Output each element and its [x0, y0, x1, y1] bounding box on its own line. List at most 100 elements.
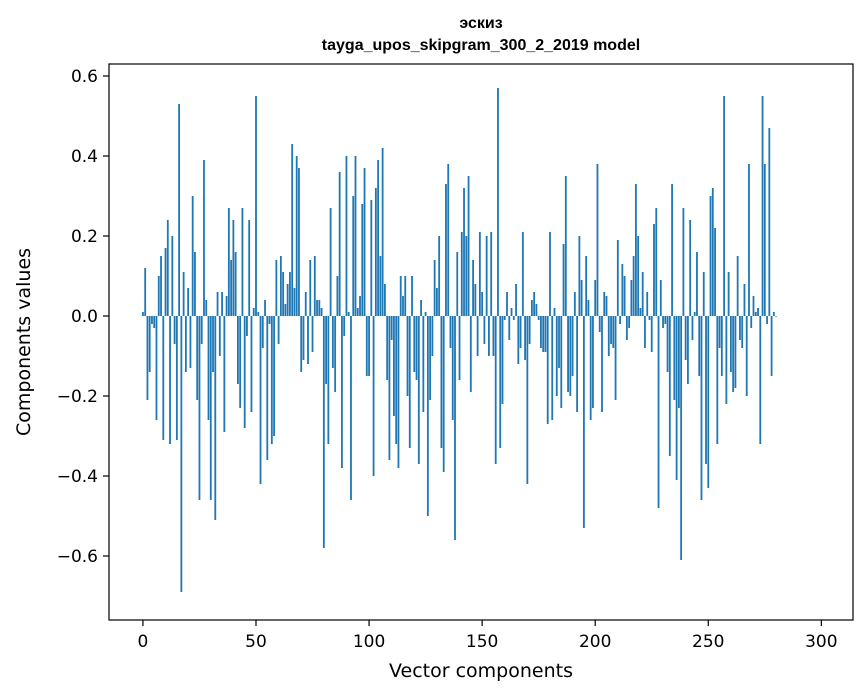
bar-104 [377, 160, 380, 316]
bar-86 [336, 276, 339, 316]
y-axis-label: Components values [13, 248, 35, 436]
bar-134 [445, 184, 447, 316]
bar-63 [284, 304, 287, 316]
chart-title-line-2: tayga_upos_skipgram_300_2_2019 model [322, 37, 640, 54]
bar-95 [356, 308, 359, 316]
bar-277 [768, 128, 771, 316]
bar-117 [406, 316, 409, 396]
bar-253 [714, 228, 716, 316]
bar-28 [205, 300, 208, 316]
bar-236 [675, 316, 678, 480]
bar-72 [304, 292, 307, 316]
bar-2 [146, 316, 149, 400]
bar-91 [347, 312, 350, 316]
bar-68 [295, 156, 298, 316]
bar-43 [239, 316, 242, 408]
bar-217 [632, 256, 635, 316]
bar-109 [388, 316, 391, 460]
bar-100 [368, 316, 370, 376]
bar-45 [243, 316, 246, 428]
bar-247 [700, 316, 703, 500]
bar-252 [711, 188, 714, 316]
bar-139 [456, 252, 459, 316]
bar-274 [761, 96, 764, 316]
bar-29 [207, 316, 210, 420]
bar-194 [580, 280, 583, 316]
y-tick-label: 0.2 [71, 227, 98, 247]
bar-267 [745, 316, 748, 396]
bar-112 [395, 316, 398, 444]
bar-135 [447, 164, 450, 316]
bar-14 [173, 316, 176, 344]
bar-256 [720, 316, 723, 376]
bar-106 [381, 148, 384, 316]
bar-152 [485, 236, 488, 316]
bar-94 [354, 156, 357, 316]
bar-6 [155, 316, 158, 420]
bar-201 [596, 164, 599, 316]
bar-57 [270, 316, 273, 444]
bar-35 [221, 292, 223, 316]
bar-148 [476, 316, 479, 356]
bar-262 [734, 316, 737, 388]
bar-7 [157, 276, 160, 316]
bar-87 [338, 172, 341, 316]
bar-185 [560, 316, 563, 408]
bar-102 [372, 316, 375, 476]
bar-56 [268, 316, 271, 324]
bar-80 [322, 316, 325, 548]
bar-197 [587, 300, 590, 316]
bar-242 [689, 220, 692, 316]
bar-119 [411, 276, 413, 316]
bar-90 [345, 156, 348, 316]
bar-128 [431, 316, 434, 356]
bar-53 [261, 316, 264, 348]
bar-49 [252, 308, 255, 316]
bar-55 [266, 316, 269, 460]
bar-15 [175, 316, 178, 440]
bar-83 [329, 208, 332, 316]
bar-75 [311, 316, 314, 352]
bar-198 [589, 316, 592, 420]
bar-125 [424, 312, 427, 316]
bar-255 [718, 316, 721, 348]
bar-172 [530, 300, 533, 316]
bar-266 [743, 284, 746, 316]
bar-121 [415, 316, 418, 380]
bar-174 [535, 304, 538, 316]
bar-92 [350, 316, 352, 500]
bar-259 [727, 272, 730, 316]
bar-99 [365, 316, 368, 376]
bar-241 [687, 316, 689, 384]
bar-210 [616, 240, 619, 316]
bar-191 [573, 292, 576, 316]
x-axis-ticks: 0 50 100 150 200 250 300 [138, 620, 838, 652]
bar-81 [325, 316, 327, 384]
bar-110 [390, 316, 393, 340]
bar-195 [582, 316, 585, 528]
bar-77 [316, 300, 318, 316]
bar-73 [307, 316, 309, 364]
bar-136 [449, 316, 452, 348]
bar-1 [144, 268, 147, 316]
bar-36 [223, 316, 226, 432]
bar-275 [763, 164, 766, 316]
y-tick-label: −0.4 [57, 467, 98, 487]
bar-26 [200, 316, 203, 344]
bar-151 [483, 316, 486, 344]
bar-18 [182, 272, 185, 316]
bar-8 [160, 256, 162, 316]
bar-23 [194, 252, 196, 316]
bar-108 [386, 316, 389, 380]
bar-111 [393, 316, 395, 416]
bar-245 [696, 252, 698, 316]
bar-84 [331, 316, 334, 368]
bar-162 [508, 316, 511, 340]
bar-227 [655, 208, 658, 316]
bar-96 [359, 296, 361, 316]
bar-58 [273, 316, 275, 436]
bar-258 [725, 316, 728, 404]
plot-area-frame [108, 63, 854, 621]
bar-166 [517, 316, 520, 364]
bar-50 [255, 96, 257, 316]
